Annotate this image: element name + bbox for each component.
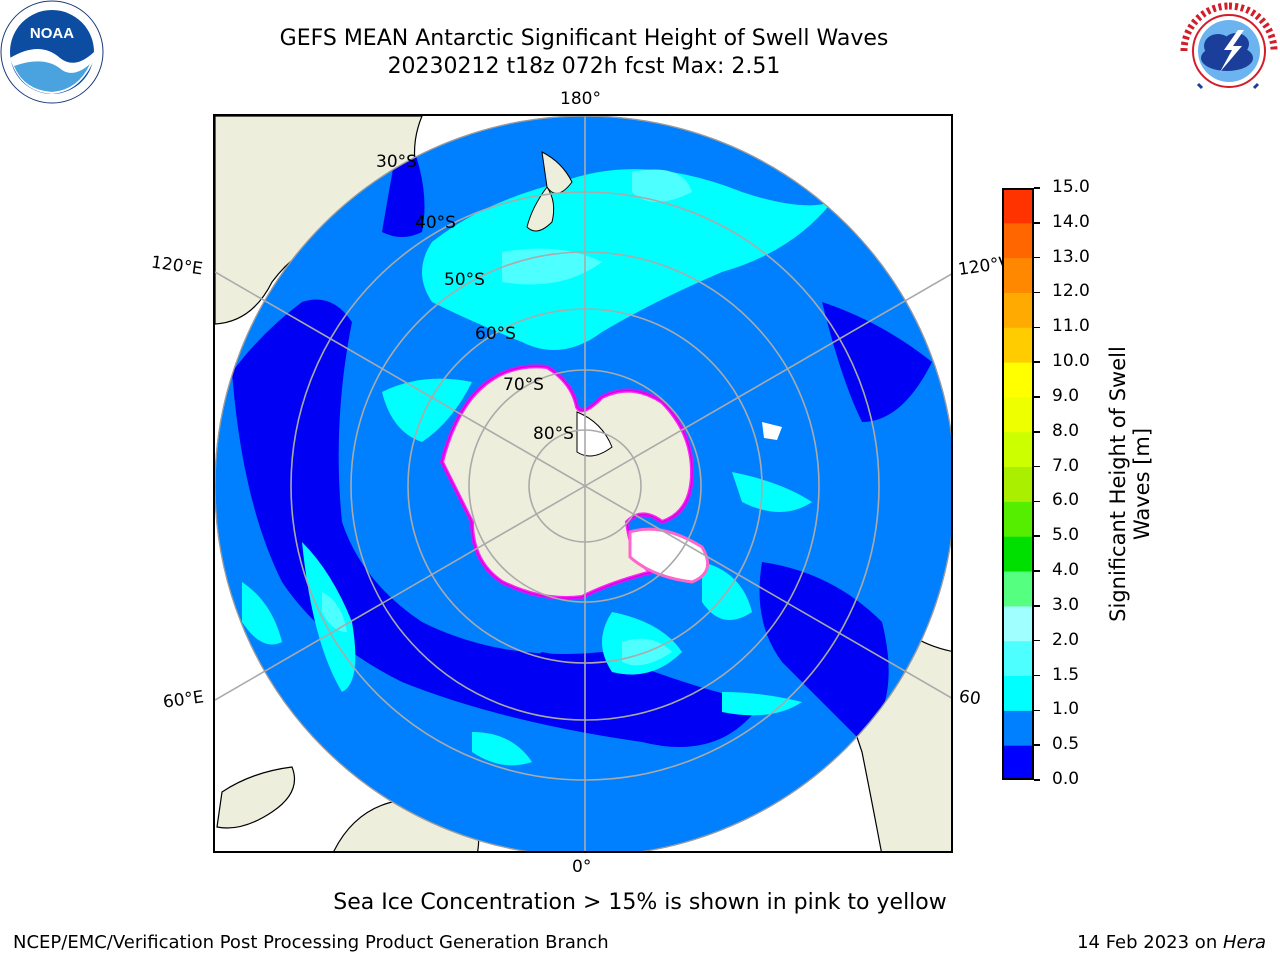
colorbar-tick-mark [1034, 465, 1040, 468]
colorbar-band [1002, 257, 1034, 293]
colorbar-tick-mark [1034, 779, 1040, 781]
colorbar-tick-mark [1034, 431, 1040, 433]
colorbar-tick-mark [1034, 709, 1040, 712]
chart-title: GEFS MEAN Antarctic Significant Height o… [279, 26, 889, 51]
colorbar-tick-mark [1034, 326, 1040, 329]
colorbar-band [1002, 605, 1034, 642]
lat-label-50s: 50°S [444, 270, 485, 290]
colorbar-band [1002, 396, 1034, 433]
colorbar-band [1002, 292, 1034, 328]
colorbar-tick-label: 4.0 [1052, 560, 1080, 581]
colorbar-tick-label: 6.0 [1052, 490, 1080, 511]
colorbar-band [1002, 536, 1034, 572]
colorbar-tick-mark [1034, 256, 1040, 259]
colorbar-tick-label: 9.0 [1052, 385, 1080, 406]
colorbar-band [1002, 501, 1034, 537]
colorbar-tick-label: 0.0 [1052, 769, 1080, 789]
colorbar [1002, 188, 1034, 781]
colorbar-tick-label: 14.0 [1052, 211, 1090, 232]
colorbar-tick-label: 7.0 [1052, 455, 1080, 476]
colorbar-tick-label: 13.0 [1052, 246, 1090, 267]
colorbar-ticks: 0.0 0.5 1.0 1.5 2.0 3.0 4.0 5.0 6.0 7.0 8.0 9.0 10.0… [1034, 0, 1104, 960]
colorbar-tick-mark [1034, 674, 1040, 677]
lon-label-lower-right: 60°W [957, 686, 982, 710]
colorbar-band [1002, 571, 1034, 607]
graticule [215, 116, 951, 851]
colorbar-frame [1002, 188, 1034, 780]
map-svg [215, 116, 951, 851]
colorbar-band [1002, 745, 1034, 781]
colorbar-tick-label: 2.0 [1052, 629, 1080, 650]
colorbar-tick-label: 5.0 [1052, 525, 1080, 546]
footer-credit: NCEP/EMC/Verification Post Processing Pr… [13, 932, 609, 953]
colorbar-band [1002, 362, 1034, 398]
colorbar-band [1002, 466, 1034, 502]
map-panel[interactable] [213, 114, 953, 853]
lon-label-bottom: 0° [572, 857, 592, 877]
colorbar-title-line1: Significant Height of Swell [1106, 346, 1130, 622]
colorbar-tick-label: 3.0 [1052, 594, 1080, 615]
colorbar-tick-mark [1034, 605, 1040, 607]
lat-label-30s: 30°S [376, 152, 417, 172]
colorbar-svg [1002, 188, 1034, 781]
colorbar-tick-label: 1.0 [1052, 699, 1080, 720]
colorbar-tick-mark [1034, 500, 1040, 503]
lat-label-80s: 80°S [533, 424, 574, 444]
colorbar-tick-mark [1034, 744, 1040, 746]
lat-label-40s: 40°S [415, 213, 456, 233]
colorbar-band [1002, 222, 1034, 259]
colorbar-band [1002, 640, 1034, 677]
colorbar-band [1002, 188, 1034, 224]
colorbar-band [1002, 327, 1034, 363]
colorbar-tick-label: 10.0 [1052, 351, 1090, 372]
colorbar-tick-mark [1034, 361, 1040, 363]
map-caption: Sea Ice Concentration > 15% is shown in … [333, 890, 947, 915]
colorbar-tick-label: 1.5 [1052, 664, 1080, 685]
footer-date-text: 14 Feb 2023 on [1077, 932, 1223, 953]
lat-label-60s: 60°S [475, 324, 516, 344]
colorbar-tick-label: 11.0 [1052, 316, 1090, 337]
noaa-logo-text: NOAA [30, 25, 74, 42]
footer-date: 14 Feb 2023 on Hera [1077, 932, 1266, 953]
lon-label-top: 180° [560, 89, 601, 109]
colorbar-tick-mark [1034, 535, 1040, 537]
chart-subtitle: 20230212 t18z 072h fcst Max: 2.51 [387, 54, 781, 79]
ice-edge [439, 364, 695, 600]
colorbar-tick-mark [1034, 291, 1040, 294]
colorbar-tick-mark [1034, 396, 1040, 398]
colorbar-tick-label: 8.0 [1052, 420, 1080, 441]
lat-label-70s: 70°S [503, 375, 544, 395]
colorbar-band [1002, 675, 1034, 711]
colorbar-tick-label: 12.0 [1052, 281, 1090, 302]
footer-host: Hera [1222, 932, 1266, 953]
nws-logo [1178, 0, 1280, 102]
colorbar-tick-label: 15.0 [1052, 177, 1090, 197]
colorbar-band [1002, 710, 1034, 746]
noaa-logo: NOAA [0, 0, 104, 104]
colorbar-band [1002, 431, 1034, 468]
lon-label-lower-left: 60°E [161, 687, 206, 713]
colorbar-title-line2: Waves [m] [1130, 427, 1154, 541]
colorbar-tick-mark [1034, 187, 1040, 189]
lon-label-upper-left: 120°E [149, 252, 204, 280]
colorbar-tick-mark [1034, 222, 1040, 224]
colorbar-tick-mark [1034, 570, 1040, 572]
colorbar-tick-label: 0.5 [1052, 734, 1080, 755]
colorbar-tick-mark [1034, 639, 1040, 642]
